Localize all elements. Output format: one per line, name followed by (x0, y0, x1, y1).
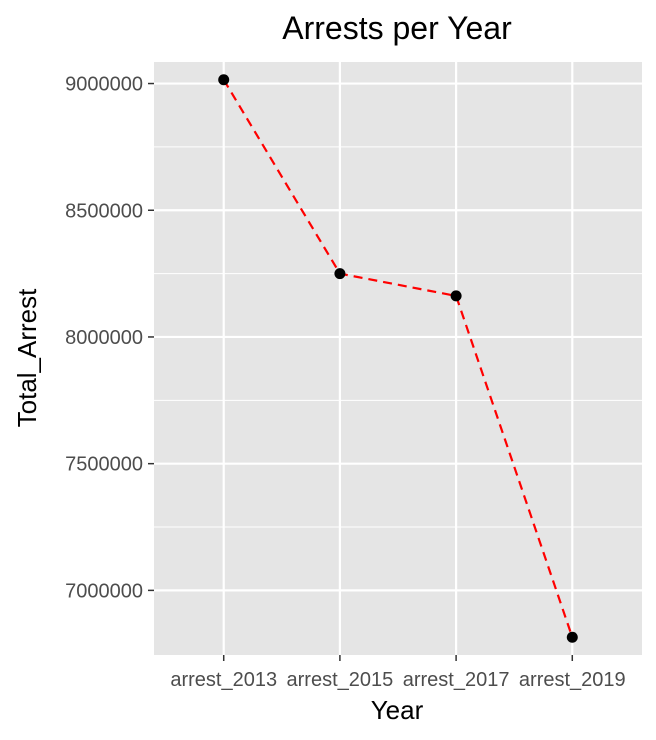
data-point (450, 290, 462, 302)
series-layer (222, 79, 574, 638)
x-axis: arrest_2013 arrest_2015 arrest_2017 arrest_… (170, 655, 626, 691)
x-tick-label: arrest_2015 (287, 669, 394, 691)
y-tick-label: 8500000 (65, 200, 143, 222)
data-point (566, 631, 578, 643)
data-point (334, 268, 346, 280)
point-layer (218, 74, 578, 643)
x-tick-label: arrest_2019 (519, 669, 626, 691)
minor-gridlines (154, 146, 642, 528)
y-tick-label: 7000000 (65, 580, 143, 602)
y-axis-title: Total_Arrest (12, 288, 42, 427)
x-tick-label: arrest_2013 (170, 669, 277, 691)
data-point (218, 74, 230, 86)
x-axis-title: Year (371, 695, 424, 725)
chart-title: Arrests per Year (282, 10, 512, 46)
major-gridlines (154, 62, 642, 655)
plot-panel (154, 62, 642, 655)
series-line (222, 79, 574, 638)
y-axis: 7000000 7500000 8000000 8500000 9000000 (65, 74, 154, 602)
y-tick-label: 7500000 (65, 454, 143, 476)
y-tick-label: 9000000 (65, 74, 143, 96)
x-tick-label: arrest_2017 (403, 669, 510, 691)
y-tick-label: 8000000 (65, 327, 143, 349)
